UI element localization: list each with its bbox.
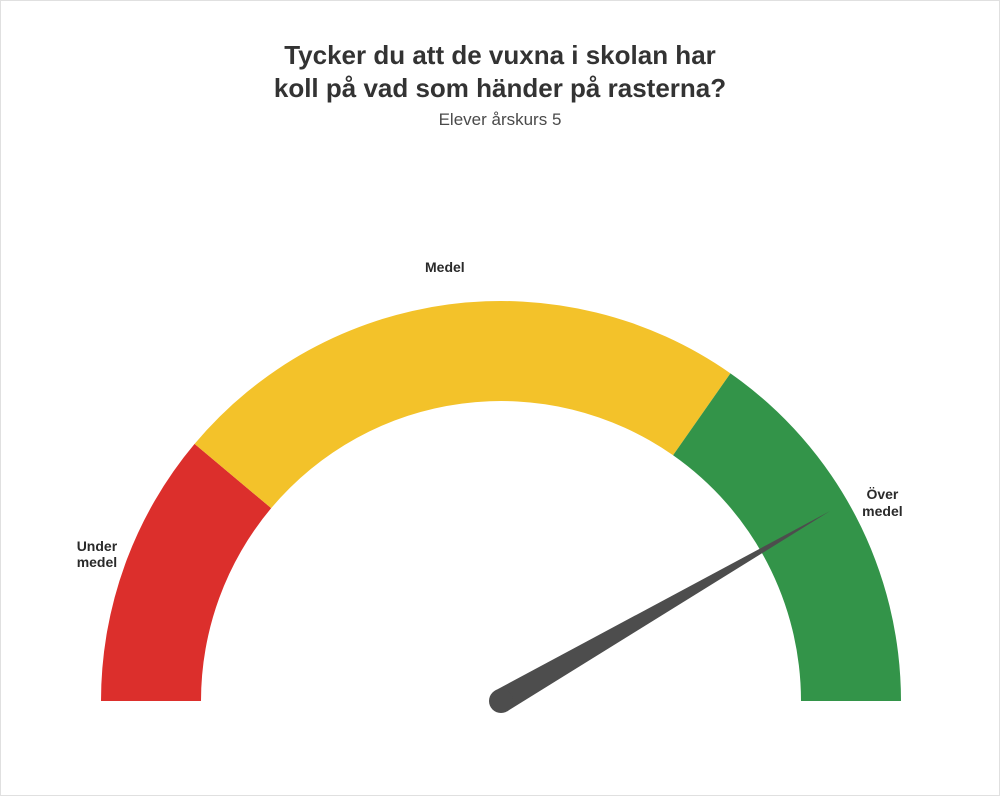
gauge-needle-hub (489, 689, 513, 713)
gauge-chart (1, 1, 1000, 797)
gauge-segment-label: Över medel (842, 486, 922, 518)
gauge-segment-label: Under medel (57, 538, 137, 570)
gauge-needle (489, 511, 830, 713)
chart-frame: Tycker du att de vuxna i skolan har koll… (0, 0, 1000, 796)
gauge-segment-label: Medel (405, 259, 485, 275)
gauge-needle-arm (495, 511, 830, 711)
gauge-segment (195, 301, 731, 508)
gauge-segments (101, 301, 901, 701)
